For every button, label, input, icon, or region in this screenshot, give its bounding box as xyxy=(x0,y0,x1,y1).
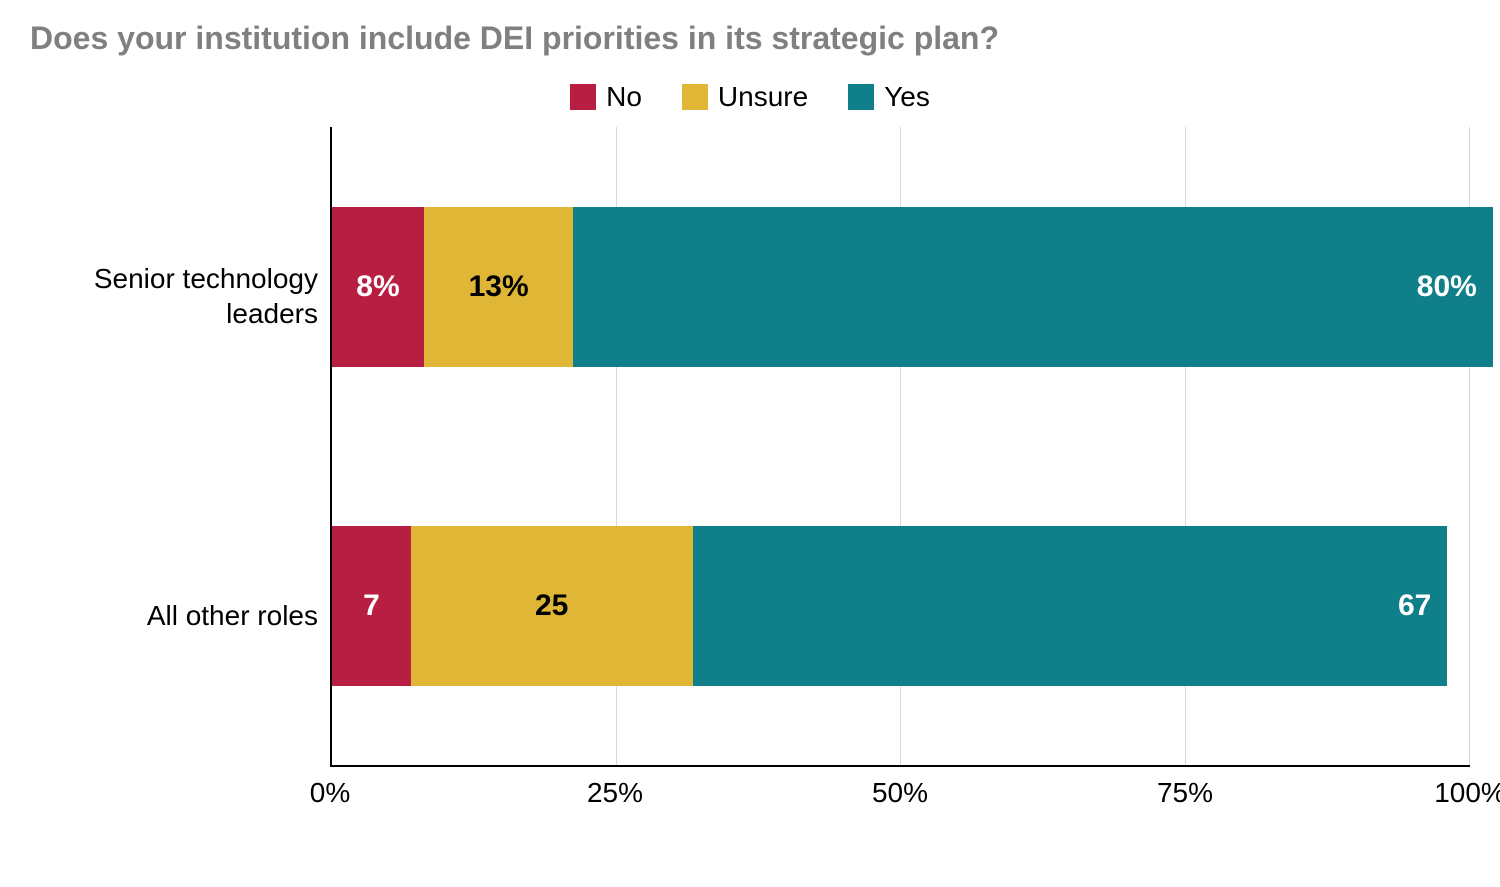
chart-container: Does your institution include DEI priori… xyxy=(0,0,1500,887)
bar-0-seg-unsure: 13% xyxy=(424,207,573,367)
legend-swatch-no xyxy=(570,84,596,110)
x-ticks: 0% 25% 50% 75% 100% xyxy=(330,777,1470,817)
legend-label-yes: Yes xyxy=(884,81,930,113)
y-label-1: All other roles xyxy=(147,598,318,633)
bar-0-seg-unsure-label: 13% xyxy=(469,270,529,304)
chart-title: Does your institution include DEI priori… xyxy=(30,20,1470,57)
legend-label-unsure: Unsure xyxy=(718,81,808,113)
legend-item-yes: Yes xyxy=(848,81,930,113)
legend-label-no: No xyxy=(606,81,642,113)
bar-1-seg-no-label: 7 xyxy=(363,589,380,623)
bar-1-seg-yes-label: 67 xyxy=(1398,589,1431,623)
x-axis: 0% 25% 50% 75% 100% xyxy=(30,777,1470,817)
y-label-0: Senior technology leaders xyxy=(94,261,318,331)
bar-row-0: 8% 13% 80% xyxy=(332,207,1481,367)
bar-1-seg-unsure: 25 xyxy=(411,526,693,686)
x-tick-25: 25% xyxy=(587,777,643,809)
y-axis-labels: Senior technology leaders All other role… xyxy=(30,127,330,767)
bar-0-seg-no: 8% xyxy=(332,207,424,367)
legend-swatch-unsure xyxy=(682,84,708,110)
bar-0-seg-yes: 80% xyxy=(573,207,1493,367)
plot-area: 8% 13% 80% 7 25 xyxy=(330,127,1470,767)
plot-wrapper: Senior technology leaders All other role… xyxy=(30,127,1470,767)
x-tick-0: 0% xyxy=(310,777,350,809)
x-tick-50: 50% xyxy=(872,777,928,809)
legend-swatch-yes xyxy=(848,84,874,110)
bar-0-seg-no-label: 8% xyxy=(356,270,399,304)
bar-1-seg-yes: 67 xyxy=(693,526,1448,686)
bar-row-1: 7 25 67 xyxy=(332,526,1459,686)
bars: 8% 13% 80% 7 25 xyxy=(332,127,1470,765)
legend-item-unsure: Unsure xyxy=(682,81,808,113)
legend-item-no: No xyxy=(570,81,642,113)
bar-0-seg-yes-label: 80% xyxy=(1417,270,1477,304)
x-tick-100: 100% xyxy=(1434,777,1500,809)
x-tick-75: 75% xyxy=(1157,777,1213,809)
bar-1-seg-no: 7 xyxy=(332,526,411,686)
bar-1-seg-unsure-label: 25 xyxy=(535,589,568,623)
legend: No Unsure Yes xyxy=(30,81,1470,113)
